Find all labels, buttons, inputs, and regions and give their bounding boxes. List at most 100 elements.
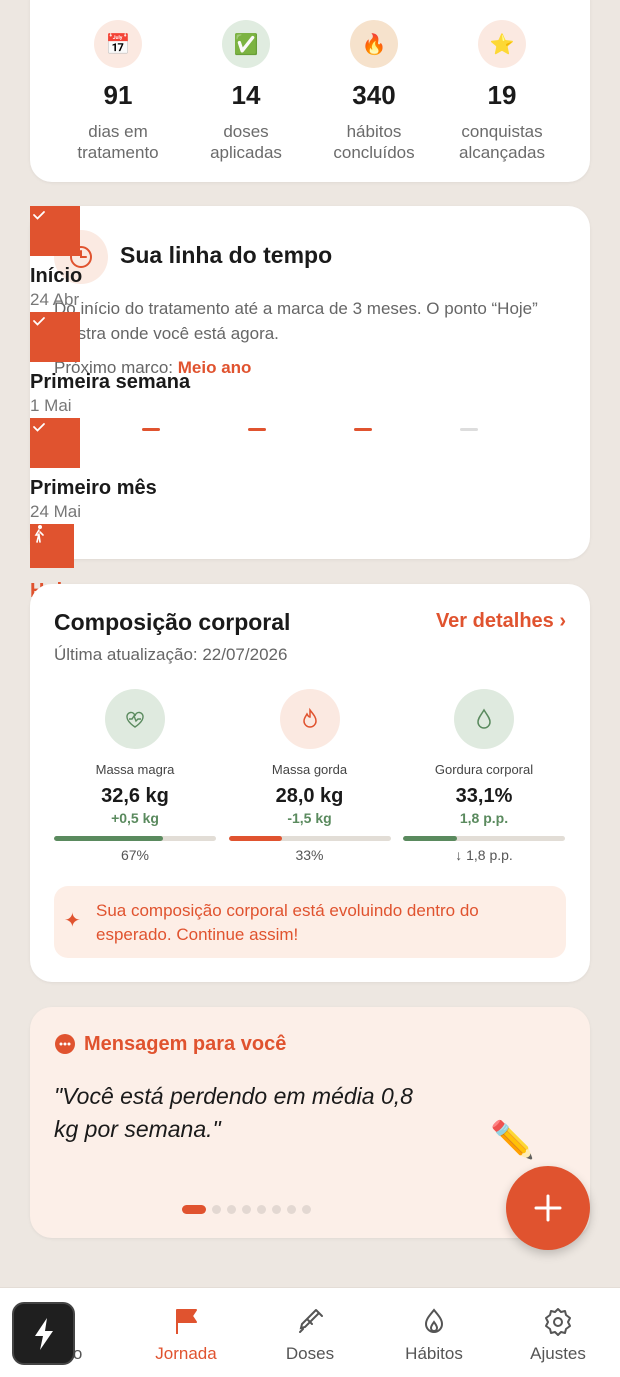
dot-active <box>182 1205 206 1214</box>
timeline-steps: Início 24 Abr Primeira semana 1 Mai Primeiro… <box>30 206 590 730</box>
stat-icon: 📅 <box>94 20 142 68</box>
nav-icon <box>496 1306 620 1338</box>
nav-label: Jornada <box>155 1344 217 1363</box>
nav-item[interactable]: Hábitos <box>372 1306 496 1364</box>
bottom-nav: InícioJornadaDosesHábitosAjustes <box>0 1287 620 1377</box>
metric-name: Massa gorda <box>271 762 348 777</box>
stat: 🔥 340 hábitos concluídos <box>310 0 438 163</box>
timeline-step: Primeira semana 1 Mai <box>30 312 590 418</box>
next-value: Meio ano <box>177 358 252 377</box>
chat-icon <box>55 1034 75 1054</box>
description: Do início do tratamento até a marca de 3… <box>54 299 538 343</box>
metric-value: 33,1% <box>455 785 513 807</box>
nav-icon <box>248 1306 372 1338</box>
step-date: 24 Mai <box>30 502 82 521</box>
clock <box>70 246 92 268</box>
nav-item[interactable]: Jornada <box>124 1306 248 1364</box>
progress-fill <box>403 836 457 841</box>
composition-card: Composição corporal Ver detalhes › Últim… <box>30 584 590 982</box>
connector <box>460 428 478 431</box>
metric-icon <box>105 689 165 749</box>
progress-fill <box>54 836 163 841</box>
nav-icon <box>124 1306 248 1338</box>
updated: Última atualização: 22/07/2026 <box>54 645 288 664</box>
progress-track <box>228 836 391 841</box>
timeline-step: Primeiro mês 24 Mai <box>30 418 590 524</box>
step-circle <box>30 524 74 568</box>
next-milestone: Próximo marco: Meio ano <box>54 358 251 378</box>
pencil-icon: ✏️ <box>490 1119 535 1160</box>
plus <box>534 1194 562 1222</box>
nav-item[interactable]: Doses <box>248 1306 372 1364</box>
step-date: 24 Abr <box>30 290 80 309</box>
connector <box>248 428 266 431</box>
metric-name: Massa magra <box>95 762 175 777</box>
nav-label: Ajustes <box>530 1344 586 1363</box>
nav-icon <box>372 1306 496 1338</box>
metric-change: +0,5 kg <box>111 810 159 826</box>
dot <box>227 1205 236 1214</box>
quick-action[interactable] <box>12 1302 75 1365</box>
alert: ✦ Sua composição corporal está evoluindo… <box>54 886 566 958</box>
metric-footnote: 33% <box>295 847 324 863</box>
progress-track <box>403 836 565 841</box>
connector <box>142 428 160 431</box>
stat: ✅ 14 doses aplicadas <box>182 0 310 163</box>
step-date: 1 Mai <box>30 396 72 415</box>
nav-item[interactable]: Ajustes <box>496 1306 620 1364</box>
metric-change: 1,8 p.p. <box>459 810 509 826</box>
stat-label: hábitos concluídos <box>333 122 415 162</box>
timeline-step: Início 24 Abr <box>30 206 590 312</box>
step-label: Primeiro mês <box>30 477 157 499</box>
section-title: Composição corporal <box>54 609 291 635</box>
metric-footnote: ↓ 1,8 p.p. <box>455 847 513 863</box>
stat-icon: ✅ <box>222 20 270 68</box>
stat-value: 19 <box>487 80 517 110</box>
stat-value: 14 <box>231 80 261 110</box>
connector <box>354 428 372 431</box>
progress-track <box>54 836 216 841</box>
dot <box>242 1205 251 1214</box>
metric-icon <box>279 689 340 749</box>
next-label: Próximo marco: <box>54 358 174 377</box>
step-label: Início <box>30 265 83 287</box>
stat-value: 340 <box>352 80 396 110</box>
stat: ⭐ 19 conquistas alcançadas <box>438 0 566 163</box>
stat-label: dias em tratamento <box>77 122 159 162</box>
timeline-card: Sua linha do tempo Do início do tratamen… <box>30 206 590 730</box>
stats-card: 📅 91 dias em tratamento ✅ 14 doses aplicadas… <box>30 0 590 182</box>
pager <box>182 1205 311 1214</box>
bolt <box>34 1317 53 1350</box>
metric: Gordura corporal 33,1% 1,8 p.p. ↓ 1,8 p.p. <box>403 689 565 863</box>
progress-fill <box>228 836 282 841</box>
message-title: Mensagem para você <box>84 1033 287 1055</box>
section-title: Sua linha do tempo <box>120 242 333 268</box>
metric-change: -1,5 kg <box>287 810 332 826</box>
dot <box>287 1205 296 1214</box>
dot <box>212 1205 221 1214</box>
metric-footnote: 67% <box>120 847 150 863</box>
dot <box>272 1205 281 1214</box>
alert-text: Sua composição corporal está evoluindo d… <box>96 901 479 944</box>
add-button[interactable] <box>506 1166 590 1250</box>
step-circle <box>30 418 80 468</box>
stat-icon: 🔥 <box>350 20 398 68</box>
stat: 📅 91 dias em tratamento <box>54 0 182 163</box>
message-card: Mensagem para você "Você está perdendo e… <box>30 1007 590 1238</box>
step-circle <box>30 312 80 362</box>
sparkle-icon: ✦ <box>64 910 81 932</box>
stat-icon: ⭐ <box>478 20 526 68</box>
nav-label: Hábitos <box>405 1344 463 1363</box>
step-circle <box>30 206 80 256</box>
stat-value: 91 <box>103 80 133 110</box>
metric-value: 32,6 kg <box>101 785 169 807</box>
metric: Massa magra 32,6 kg +0,5 kg 67% <box>54 689 216 863</box>
dot <box>257 1205 266 1214</box>
metric: Massa gorda 28,0 kg -1,5 kg 33% <box>228 689 391 863</box>
step-label: Primeira semana <box>30 371 191 393</box>
stat-label: doses aplicadas <box>210 122 282 162</box>
details-link[interactable]: Ver detalhes › <box>435 610 566 632</box>
